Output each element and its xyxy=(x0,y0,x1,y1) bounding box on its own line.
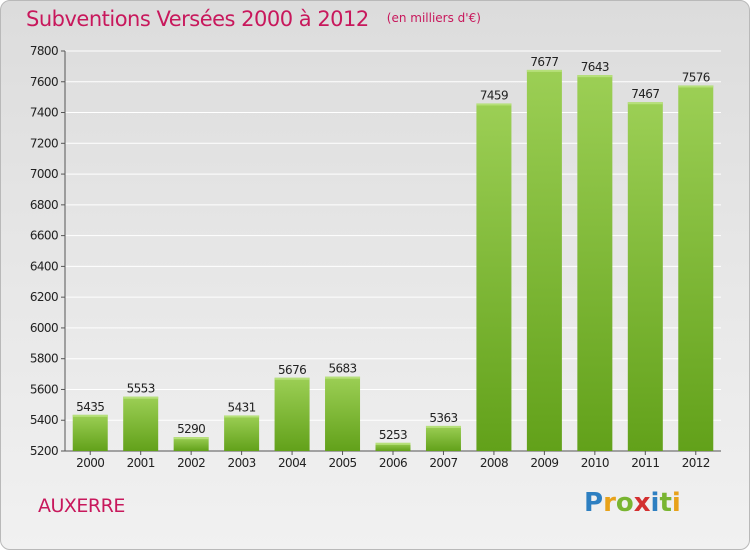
bar-top-edge xyxy=(476,103,512,106)
data-label-2009: 7677 xyxy=(530,55,558,69)
data-label-2002: 5290 xyxy=(177,422,205,436)
y-tick-label: 6400 xyxy=(30,259,58,273)
city-name: AUXERRE xyxy=(38,495,125,517)
y-tick-label: 5200 xyxy=(30,444,58,458)
data-label-2005: 5683 xyxy=(328,362,356,376)
bar-2011 xyxy=(627,102,663,451)
logo-letter: o xyxy=(615,488,634,518)
y-tick-label: 7000 xyxy=(30,167,58,181)
bar-top-edge xyxy=(123,396,159,399)
data-label-2007: 5363 xyxy=(429,411,457,425)
bar-2007 xyxy=(425,425,461,451)
x-tick-label-2011: 2011 xyxy=(631,456,659,470)
bar-top-edge xyxy=(173,437,209,440)
bar-2001 xyxy=(123,396,159,451)
y-tick-label: 5800 xyxy=(30,352,58,366)
data-label-2001: 5553 xyxy=(127,382,155,396)
logo-letter: x xyxy=(633,488,651,518)
bar-top-edge xyxy=(274,377,310,380)
bar-top-edge xyxy=(425,425,461,428)
bar-2005 xyxy=(325,376,361,451)
logo-letter: i xyxy=(650,488,660,518)
bar-top-edge xyxy=(375,442,411,445)
bar-2000 xyxy=(72,414,108,451)
x-tick-label-2009: 2009 xyxy=(530,456,558,470)
y-tick-label: 6600 xyxy=(30,229,58,243)
y-tick-label: 7400 xyxy=(30,106,58,120)
bar-top-edge xyxy=(526,69,562,72)
x-tick-label-2004: 2004 xyxy=(278,456,306,470)
x-tick-label-2002: 2002 xyxy=(177,456,205,470)
x-tick-label-2012: 2012 xyxy=(682,456,710,470)
data-label-2008: 7459 xyxy=(480,88,508,102)
bar-2008 xyxy=(476,103,512,451)
x-tick-label-2010: 2010 xyxy=(581,456,609,470)
bar-top-edge xyxy=(627,102,663,105)
y-tick-label: 6800 xyxy=(30,198,58,212)
x-tick-label-2001: 2001 xyxy=(127,456,155,470)
bar-2009 xyxy=(526,69,562,451)
data-label-2003: 5431 xyxy=(228,400,256,414)
bar-top-edge xyxy=(678,85,714,88)
data-label-2012: 7576 xyxy=(682,70,710,84)
bar-top-edge xyxy=(224,415,260,418)
chart-title: Subventions Versées 2000 à 2012 xyxy=(26,7,369,31)
logo-letter: t xyxy=(659,488,672,518)
bar-top-edge xyxy=(577,75,613,78)
y-tick-label: 5600 xyxy=(30,382,58,396)
bar-2010 xyxy=(577,75,613,452)
data-label-2006: 5253 xyxy=(379,428,407,442)
y-tick-label: 6000 xyxy=(30,321,58,335)
y-tick-label: 5400 xyxy=(30,413,58,427)
bar-2004 xyxy=(274,377,310,451)
title-block: Subventions Versées 2000 à 2012 (en mill… xyxy=(26,7,481,31)
bars xyxy=(72,69,714,452)
data-label-2000: 5435 xyxy=(76,400,104,414)
bar-2006 xyxy=(375,442,411,451)
y-tick-label: 7600 xyxy=(30,75,58,89)
axes: 5200 5400 5600 5800 6000 6200 6400 6600 6800 7000… xyxy=(30,44,721,470)
x-tick-label-2005: 2005 xyxy=(328,456,356,470)
data-label-2011: 7467 xyxy=(631,87,659,101)
x-tick-label-2000: 2000 xyxy=(76,456,104,470)
x-tick-label-2006: 2006 xyxy=(379,456,407,470)
bar-2002 xyxy=(173,437,209,451)
proxiti-logo: Proxiti xyxy=(584,488,681,518)
data-label-2004: 5676 xyxy=(278,363,306,377)
logo-letter: i xyxy=(671,488,681,518)
x-tick-label-2007: 2007 xyxy=(429,456,457,470)
data-label-2010: 7643 xyxy=(581,60,609,74)
gridlines xyxy=(65,50,721,421)
chart-unit-label: (en milliers d'€) xyxy=(386,11,481,25)
y-tick-label: 6200 xyxy=(30,290,58,304)
bar-top-edge xyxy=(325,376,361,379)
x-tick-label-2003: 2003 xyxy=(228,456,256,470)
bar-2012 xyxy=(678,85,714,451)
logo-letter: P xyxy=(584,488,604,518)
logo-letter: r xyxy=(603,488,616,518)
y-tick-label: 7800 xyxy=(30,44,58,58)
bar-2003 xyxy=(224,415,260,451)
y-tick-label: 7200 xyxy=(30,136,58,150)
data-labels: 5435 5553 5290 5431 5676 5683 5253 5363 7459 7677… xyxy=(76,55,710,442)
bar-top-edge xyxy=(72,414,108,417)
x-tick-label-2008: 2008 xyxy=(480,456,508,470)
